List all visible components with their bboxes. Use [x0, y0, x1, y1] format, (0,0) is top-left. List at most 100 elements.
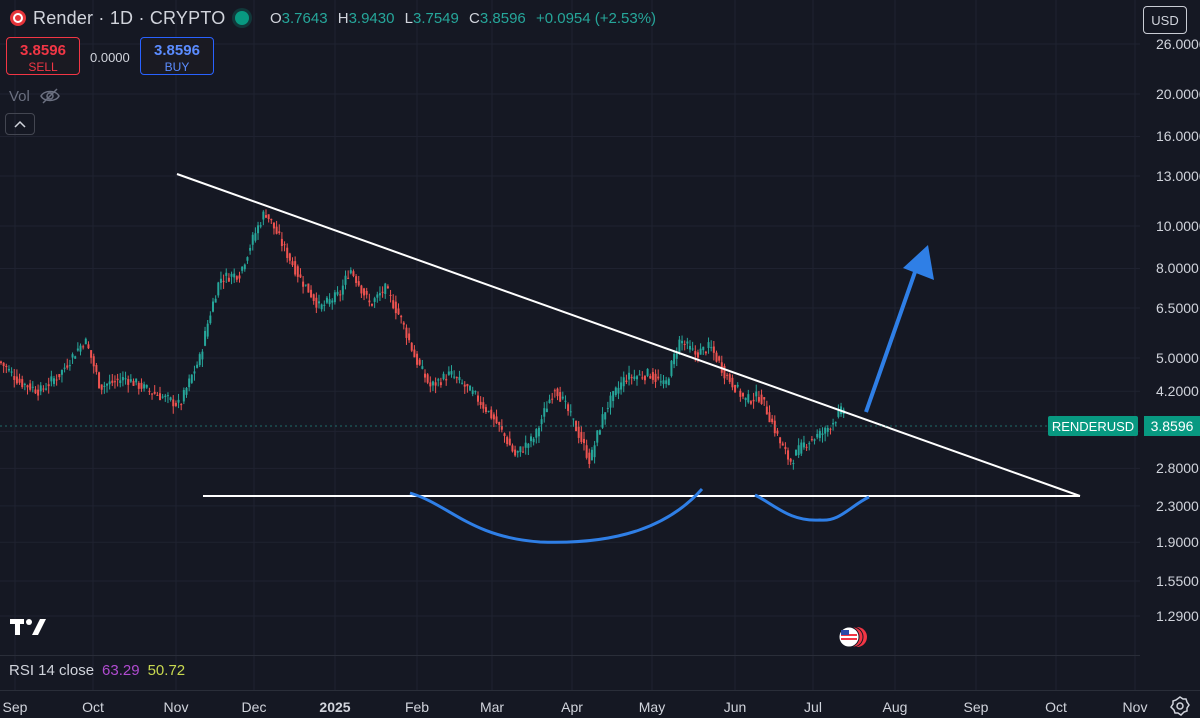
- candle-body: [818, 430, 821, 438]
- candle-body: [262, 211, 265, 220]
- candle-body: [254, 233, 257, 241]
- price-tick-label: 1.9000: [1156, 534, 1199, 551]
- candle-body: [219, 278, 222, 283]
- candle-body: [598, 430, 601, 435]
- symbol-title[interactable]: Render · 1D · CRYPTO: [33, 8, 226, 28]
- candle-body: [681, 340, 684, 344]
- rsi-pane[interactable]: [0, 655, 1140, 691]
- buy-label: BUY: [164, 60, 190, 74]
- candle-body: [333, 292, 336, 303]
- buy-button[interactable]: 3.8596 BUY: [140, 37, 214, 75]
- candle-body: [474, 391, 477, 393]
- candle-body: [23, 383, 26, 385]
- candle-body: [217, 282, 220, 296]
- candle-body: [469, 385, 472, 391]
- rsi-legend: RSI 14 close 63.29 50.72: [9, 662, 185, 679]
- descending-trendline[interactable]: [176, 173, 1081, 497]
- breakout-arrow[interactable]: [864, 271, 917, 413]
- candle-body: [795, 449, 797, 456]
- candle-body: [111, 380, 114, 383]
- candle-body: [612, 391, 615, 402]
- candle-body: [545, 408, 548, 413]
- candle-body: [182, 390, 185, 402]
- candle-body: [551, 398, 554, 400]
- candle-body: [373, 298, 376, 302]
- candle-body: [180, 404, 183, 406]
- candle-body: [779, 437, 782, 444]
- candle-body: [190, 374, 193, 383]
- candle-body: [837, 410, 840, 417]
- candle-body: [572, 418, 575, 420]
- candle-body: [135, 378, 138, 383]
- price-tick-label: 2.8000: [1156, 460, 1199, 477]
- close-value: 3.8596: [479, 10, 526, 27]
- candle-body: [540, 419, 543, 425]
- candle-body: [477, 395, 479, 402]
- candle-body: [265, 215, 267, 218]
- candle-body: [386, 286, 389, 289]
- candle-body: [15, 376, 18, 384]
- candle-body: [270, 218, 273, 221]
- candle-body: [410, 342, 413, 351]
- candle-body: [159, 393, 161, 401]
- candle-body: [553, 390, 556, 392]
- candle-body: [405, 327, 408, 338]
- candle-body: [450, 371, 453, 375]
- candle-body: [749, 401, 752, 404]
- candle-body: [79, 345, 82, 352]
- candle-body: [5, 365, 8, 368]
- candle-body: [710, 347, 713, 349]
- candle-body: [58, 374, 61, 378]
- gear-icon[interactable]: [1170, 696, 1190, 716]
- sell-button[interactable]: 3.8596 SELL: [6, 37, 80, 75]
- candle-body: [583, 438, 585, 444]
- price-tick-label: 16.0000: [1156, 128, 1200, 145]
- breakout-arrowhead: [903, 245, 934, 280]
- candle-body: [808, 443, 811, 445]
- candle-body: [310, 289, 313, 298]
- candle-body: [166, 395, 169, 397]
- time-tick-label: Sep: [963, 699, 989, 715]
- candle-body: [691, 348, 694, 350]
- spread-value: 0.0000: [90, 50, 130, 65]
- candle-body: [445, 379, 448, 381]
- candle-body: [196, 364, 199, 368]
- candle-body: [318, 301, 320, 304]
- candle-body: [537, 427, 540, 437]
- candle-body: [744, 397, 747, 401]
- candle-body: [129, 379, 132, 382]
- collapse-legend-button[interactable]: [5, 113, 35, 135]
- candle-body: [288, 253, 291, 261]
- candle-body: [832, 422, 835, 425]
- rounded-bottom-arc[interactable]: [409, 488, 704, 544]
- eye-slash-icon[interactable]: [40, 88, 60, 104]
- candle-body: [829, 428, 832, 430]
- candle-body: [68, 365, 71, 367]
- us-flag-icon[interactable]: [837, 625, 869, 649]
- time-tick-label: Aug: [882, 699, 908, 715]
- render-logo-icon: [10, 10, 26, 26]
- candle-body: [726, 374, 729, 376]
- candle-body: [704, 351, 707, 354]
- currency-button[interactable]: USD: [1143, 6, 1187, 34]
- candle-body: [437, 379, 440, 381]
- time-tick-label: Nov: [163, 699, 189, 715]
- candle-body: [246, 257, 249, 261]
- market-status-icon[interactable]: [235, 11, 249, 25]
- volume-label: Vol: [9, 88, 30, 105]
- candle-body: [765, 406, 768, 415]
- candle-body: [302, 281, 305, 287]
- candle-body: [95, 364, 98, 372]
- candle-body: [543, 408, 546, 417]
- tradingview-logo-icon[interactable]: [10, 615, 46, 639]
- candle-body: [352, 271, 355, 276]
- candle-body: [103, 385, 106, 387]
- candle-body: [458, 377, 461, 381]
- small-bottom-arc[interactable]: [754, 493, 870, 522]
- candle-body: [204, 330, 207, 346]
- time-axis[interactable]: [0, 690, 1200, 718]
- candle-body: [10, 371, 13, 373]
- candle-body: [434, 382, 437, 386]
- candle-body: [119, 380, 122, 384]
